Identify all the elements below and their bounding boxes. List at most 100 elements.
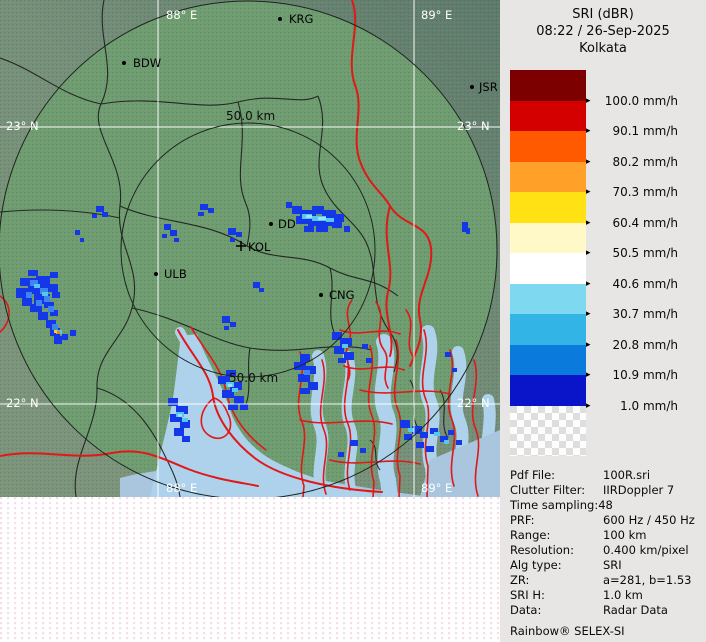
- metadata-row: Time sampling:48: [510, 498, 700, 513]
- metadata-value: 0.400 km/pixel: [603, 543, 689, 557]
- software-footer: Rainbow® SELEX-SI: [510, 624, 625, 638]
- metadata-row: Data: Radar Data: [510, 603, 700, 618]
- metadata-label: Clutter Filter:: [510, 483, 586, 497]
- legend-label: 60.4 mm/h: [612, 215, 678, 230]
- legend-swatch: [510, 100, 586, 131]
- panel-header: SRI (dBR) 08:22 / 26-Sep-2025 Kolkata: [500, 6, 706, 57]
- metadata-value: a=281, b=1.53: [603, 573, 692, 587]
- range-ring-label-top: 50.0 km: [226, 109, 275, 123]
- legend-swatch: [510, 283, 586, 314]
- legend-label: 40.6 mm/h: [612, 276, 678, 291]
- lon-label-bottom-right: 89° E: [421, 481, 452, 495]
- metadata-value: IIRDoppler 7: [603, 483, 675, 497]
- threshold-arrow-icon: ▸: [586, 156, 591, 167]
- metadata-value: [613, 498, 700, 513]
- terrain-layer: [0, 0, 500, 497]
- metadata-row: Pdf File: 100R.sri: [510, 468, 700, 483]
- radar-site-cross-icon: [236, 241, 246, 251]
- legend-row: ▸ 10.9 mm/h: [586, 368, 678, 382]
- rain-rate-legend: [510, 70, 586, 406]
- radar-map: BDW KRG JSR DD KOL ULB CNG 88° E 89° E 2…: [0, 0, 500, 497]
- threshold-arrow-icon: ▸: [586, 370, 591, 380]
- threshold-arrow-icon: ▸: [586, 400, 591, 411]
- legend-row: ▸ 50.5 mm/h: [586, 246, 678, 260]
- metadata-label: PRF:: [510, 513, 535, 527]
- latlon-grid: [0, 0, 500, 497]
- city-label-ulb: ULB: [164, 267, 187, 281]
- metadata-label: ZR:: [510, 573, 530, 587]
- threshold-arrow-icon: ▸: [586, 187, 591, 197]
- metadata-label: Data:: [510, 603, 542, 617]
- metadata-row: Alg type: SRI: [510, 558, 700, 573]
- lat-label-right-bottom: 22° N: [457, 396, 490, 410]
- legend-swatch: [510, 131, 586, 162]
- lon-label-bottom-left: 88° E: [166, 481, 197, 495]
- city-label-dd: DD: [278, 217, 296, 231]
- precipitation-echoes: [16, 202, 470, 457]
- city-dot-dd: [269, 222, 273, 226]
- threshold-arrow-icon: ▸: [586, 278, 591, 289]
- map-margin-area: [0, 497, 500, 642]
- lat-label-left-top: 23° N: [6, 119, 39, 133]
- metadata-label: SRI H:: [510, 588, 545, 602]
- threshold-arrow-icon: ▸: [586, 95, 591, 106]
- range-ring-label-bottom: 50.0 km: [229, 371, 278, 385]
- metadata-value: 100R.sri: [603, 468, 651, 482]
- city-label-bdw: BDW: [133, 56, 161, 70]
- legend-label: 30.7 mm/h: [612, 307, 678, 321]
- legend-label: 20.8 mm/h: [612, 337, 678, 352]
- metadata-label: Time sampling:48: [510, 498, 613, 512]
- metadata-label: Resolution:: [510, 543, 574, 557]
- legend-row: ▸ 90.1 mm/h: [586, 124, 678, 138]
- threshold-arrow-icon: ▸: [586, 217, 591, 228]
- legend-label: 80.2 mm/h: [612, 154, 678, 169]
- threshold-arrow-icon: ▸: [586, 339, 591, 350]
- metadata-row: Clutter Filter: IIRDoppler 7: [510, 483, 700, 498]
- threshold-arrow-icon: ▸: [586, 248, 591, 258]
- metadata-value: 100 km: [603, 528, 647, 542]
- legend-swatch: [510, 70, 586, 101]
- legend-row: ▸ 60.4 mm/h: [586, 216, 678, 230]
- legend-label: 50.5 mm/h: [612, 246, 678, 260]
- legend-row: ▸ 100.0 mm/h: [586, 94, 678, 108]
- range-rings: [0, 0, 498, 497]
- lat-label-right-top: 23° N: [457, 119, 490, 133]
- metadata-label: Range:: [510, 528, 551, 542]
- legend-row: ▸ 40.6 mm/h: [586, 277, 678, 291]
- city-dot-cng: [319, 293, 323, 297]
- metadata-label: Pdf File:: [510, 468, 556, 482]
- legend-row: ▸ 30.7 mm/h: [586, 307, 678, 321]
- legend-swatch: [510, 375, 586, 406]
- legend-swatch: [510, 314, 586, 345]
- legend-row: ▸ 70.3 mm/h: [586, 185, 678, 199]
- metadata-row: PRF: 600 Hz / 450 Hz: [510, 513, 700, 528]
- metadata-value: 600 Hz / 450 Hz: [603, 513, 695, 527]
- district-boundaries: [0, 0, 449, 497]
- legend-swatch: [510, 253, 586, 284]
- legend-label: 70.3 mm/h: [612, 185, 678, 199]
- legend-label: 1.0 mm/h: [620, 398, 678, 413]
- station-name: Kolkata: [579, 41, 627, 56]
- metadata-row: Resolution: 0.400 km/pixel: [510, 543, 700, 558]
- metadata-value: Radar Data: [603, 603, 668, 617]
- threshold-arrow-icon: ▸: [586, 309, 591, 319]
- metadata-value: 1.0 km: [603, 588, 643, 602]
- legend-swatch: [510, 161, 586, 192]
- metadata-row: Range: 100 km: [510, 528, 700, 543]
- threshold-arrow-icon: ▸: [586, 126, 591, 136]
- legend-row: ▸ 80.2 mm/h: [586, 155, 678, 169]
- legend-label: 100.0 mm/h: [604, 93, 678, 108]
- metadata-row: ZR: a=281, b=1.53: [510, 573, 700, 588]
- lat-label-left-bottom: 22° N: [6, 396, 39, 410]
- radar-map-canvas: BDW KRG JSR DD KOL ULB CNG 88° E 89° E 2…: [0, 0, 500, 497]
- city-label-krg: KRG: [289, 12, 313, 26]
- lon-label-top-left: 88° E: [166, 8, 197, 22]
- metadata-value: SRI: [603, 558, 622, 572]
- metadata-row: SRI H: 1.0 km: [510, 588, 700, 603]
- city-label-cng: CNG: [329, 288, 355, 302]
- legend-row: ▸ 20.8 mm/h: [586, 338, 678, 352]
- city-markers: BDW KRG JSR DD KOL ULB CNG: [122, 12, 498, 302]
- city-dot-krg: [278, 17, 282, 21]
- info-panel: SRI (dBR) 08:22 / 26-Sep-2025 Kolkata ▸ 1…: [500, 0, 706, 642]
